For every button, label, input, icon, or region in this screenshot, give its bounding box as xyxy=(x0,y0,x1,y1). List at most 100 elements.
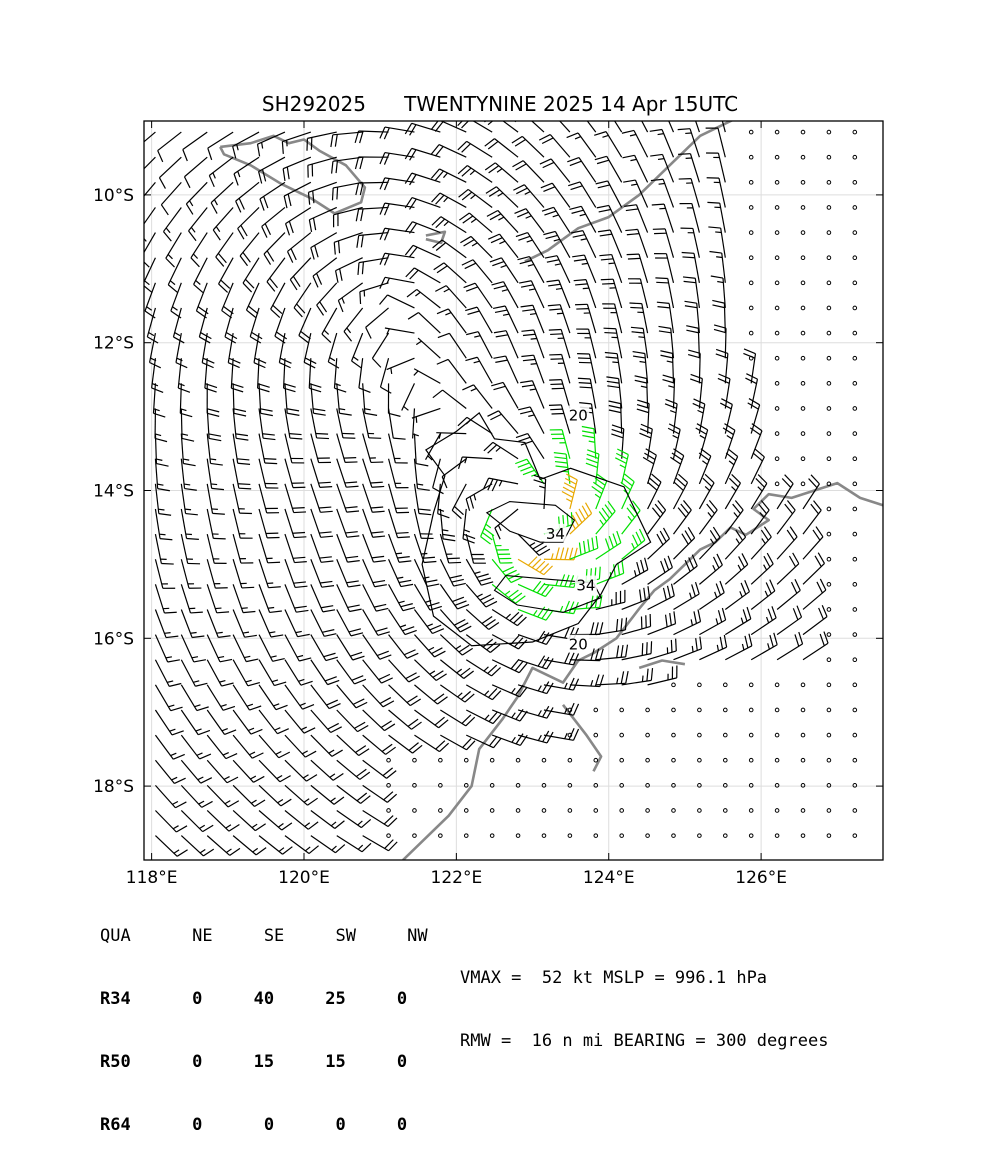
barb-feather xyxy=(418,509,430,510)
barb-feather xyxy=(640,529,645,540)
barb-half-feather xyxy=(471,195,476,199)
barb-feather xyxy=(295,586,307,587)
barb-feather xyxy=(477,574,489,577)
contour-label: 34 xyxy=(546,525,565,543)
barb-feather xyxy=(599,567,600,579)
wind-barb xyxy=(777,579,800,609)
calm-marker xyxy=(853,231,857,235)
barb-feather xyxy=(556,466,568,467)
barb-staff xyxy=(285,810,308,829)
barb-feather xyxy=(578,378,590,379)
barb-staff xyxy=(477,357,492,383)
calm-marker xyxy=(594,809,598,813)
barb-feather xyxy=(373,536,385,537)
barb-feather xyxy=(305,751,316,757)
calm-marker xyxy=(853,356,857,360)
barb-feather xyxy=(462,385,473,390)
barb-feather xyxy=(664,558,668,570)
barb-feather xyxy=(651,179,663,180)
barb-feather xyxy=(236,438,248,440)
barb-feather xyxy=(587,450,599,454)
barb-feather xyxy=(820,579,825,590)
barb-half-feather xyxy=(729,461,734,465)
barb-feather xyxy=(339,241,340,253)
barb-feather xyxy=(550,334,562,335)
wind-barb xyxy=(311,710,342,732)
barb-feather xyxy=(322,630,334,633)
calm-marker xyxy=(827,507,831,511)
wind-barb xyxy=(442,459,466,488)
calm-marker xyxy=(827,608,831,612)
barb-feather xyxy=(407,289,417,297)
wind-barb xyxy=(416,338,440,358)
barb-half-feather xyxy=(342,298,344,304)
wind-barb xyxy=(262,207,285,237)
barb-feather xyxy=(615,458,626,464)
wind-barb xyxy=(363,810,397,826)
barb-feather xyxy=(287,409,299,411)
barb-staff xyxy=(635,155,648,182)
calm-marker xyxy=(775,457,779,461)
calm-marker xyxy=(827,306,831,310)
wind-radii-header: QUA NE SE SW NW xyxy=(100,926,428,947)
wind-barb xyxy=(285,735,316,757)
wind-barb xyxy=(233,785,265,806)
calm-marker xyxy=(801,206,805,210)
barb-feather xyxy=(613,534,617,546)
barb-feather xyxy=(457,623,468,629)
barb-feather xyxy=(633,535,638,546)
barb-half-feather xyxy=(551,553,553,559)
barb-half-feather xyxy=(172,801,177,804)
barb-feather xyxy=(797,606,802,618)
wind-barb xyxy=(181,408,194,441)
barb-feather xyxy=(335,845,344,853)
barb-feather xyxy=(289,221,293,233)
barb-half-feather xyxy=(557,313,563,314)
wind-barb xyxy=(363,710,395,731)
barb-feather xyxy=(194,284,203,292)
barb-feather xyxy=(678,129,690,130)
barb-feather xyxy=(320,511,332,512)
barb-half-feather xyxy=(297,656,303,658)
barb-feather xyxy=(225,730,237,734)
barb-feather xyxy=(398,537,410,538)
barb-feather xyxy=(207,413,219,416)
barb-half-feather xyxy=(170,281,175,285)
wind-barb xyxy=(207,760,238,783)
calm-marker xyxy=(853,457,857,461)
barb-feather xyxy=(209,438,221,440)
barb-feather xyxy=(641,424,652,429)
barb-feather xyxy=(173,337,184,343)
barb-half-feather xyxy=(555,264,561,265)
barb-half-feather xyxy=(251,800,256,803)
wind-barb xyxy=(549,330,570,359)
barb-feather xyxy=(574,704,579,715)
barb-feather xyxy=(294,606,306,608)
barb-feather xyxy=(560,548,563,560)
barb-half-feather xyxy=(547,113,552,116)
calm-marker xyxy=(646,733,650,737)
barb-half-feather xyxy=(183,459,189,460)
barb-feather xyxy=(404,650,415,655)
barb-feather xyxy=(164,612,176,613)
wind-barb xyxy=(650,104,674,132)
wind-barb xyxy=(699,608,725,635)
barb-feather xyxy=(380,277,385,288)
wind-barb xyxy=(803,579,826,610)
barb-half-feather xyxy=(444,221,448,225)
calm-marker xyxy=(827,382,831,386)
wind-barb xyxy=(381,358,392,393)
calm-marker xyxy=(853,130,857,134)
calm-marker xyxy=(698,834,702,838)
barb-feather xyxy=(518,437,530,441)
barb-feather xyxy=(518,463,530,467)
barb-feather xyxy=(645,558,648,570)
barb-half-feather xyxy=(192,657,198,658)
barb-feather xyxy=(245,635,257,637)
barb-feather xyxy=(287,413,299,415)
barb-feather xyxy=(665,404,677,408)
barb-feather xyxy=(406,673,417,679)
wind-barb xyxy=(414,685,447,704)
wind-barb xyxy=(460,236,492,257)
barb-half-feather xyxy=(692,646,693,652)
